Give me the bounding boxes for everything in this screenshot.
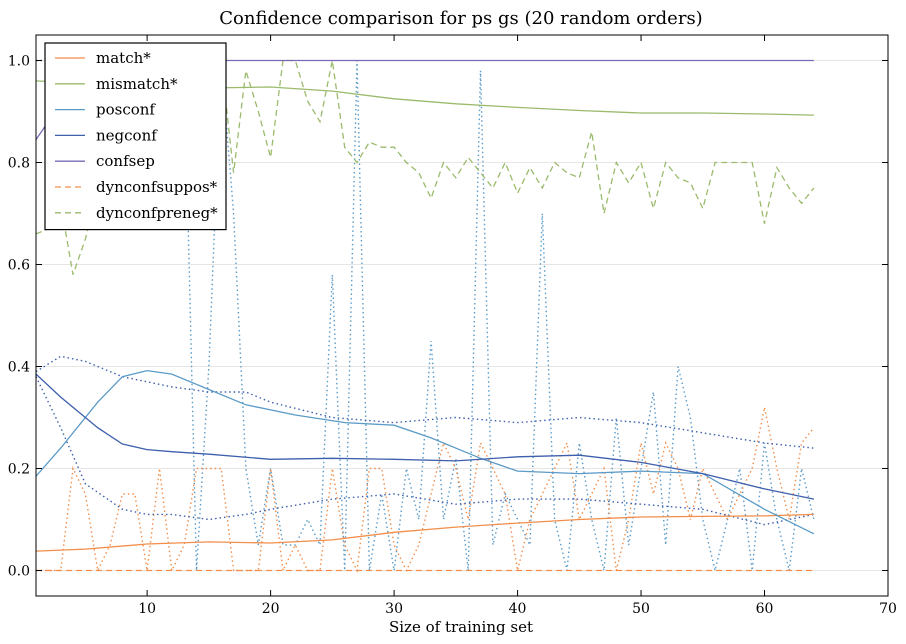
y-axis: 0.0 0.2 0.4 0.6 0.8 1.0 xyxy=(8,54,888,580)
legend-label: confsep xyxy=(96,152,155,170)
x-tick-label: 50 xyxy=(632,601,650,617)
chart-title: Confidence comparison for ps gs (20 rand… xyxy=(219,8,702,29)
legend-label: negconf xyxy=(96,126,158,144)
y-tick-label: 1.0 xyxy=(8,54,30,70)
legend-label: dynconfpreneg* xyxy=(96,204,218,222)
series-line-posconf xyxy=(36,369,815,535)
y-tick-label: 0.0 xyxy=(8,564,30,580)
x-tick-label: 70 xyxy=(879,601,897,617)
legend-label: posconf xyxy=(96,101,156,119)
series-line-match xyxy=(36,513,814,552)
legend-label: dynconfsuppos* xyxy=(96,178,218,196)
x-axis: 10 20 30 40 50 60 70 xyxy=(138,35,897,617)
legend-box xyxy=(44,42,227,231)
y-tick-label: 0.4 xyxy=(8,360,30,376)
series-line-band-9 xyxy=(36,355,814,449)
y-tick-label: 0.6 xyxy=(8,258,30,274)
x-tick-label: 30 xyxy=(385,601,403,617)
plot-frame xyxy=(35,34,889,597)
x-tick-label: 10 xyxy=(138,601,156,617)
series-line-band-8 xyxy=(36,407,815,573)
x-tick-label: 20 xyxy=(262,601,280,617)
legend: match* mismatch* posconf negconf confsep dync… xyxy=(44,42,227,231)
series-line-negconf xyxy=(36,373,815,500)
x-axis-label: Size of training set xyxy=(389,618,533,636)
x-tick-label: 40 xyxy=(509,601,527,617)
y-tick-label: 0.8 xyxy=(8,156,30,172)
legend-label: match* xyxy=(96,49,151,67)
y-tick-label: 0.2 xyxy=(8,462,30,478)
x-tick-label: 60 xyxy=(756,601,774,617)
legend-label: mismatch* xyxy=(96,75,178,93)
